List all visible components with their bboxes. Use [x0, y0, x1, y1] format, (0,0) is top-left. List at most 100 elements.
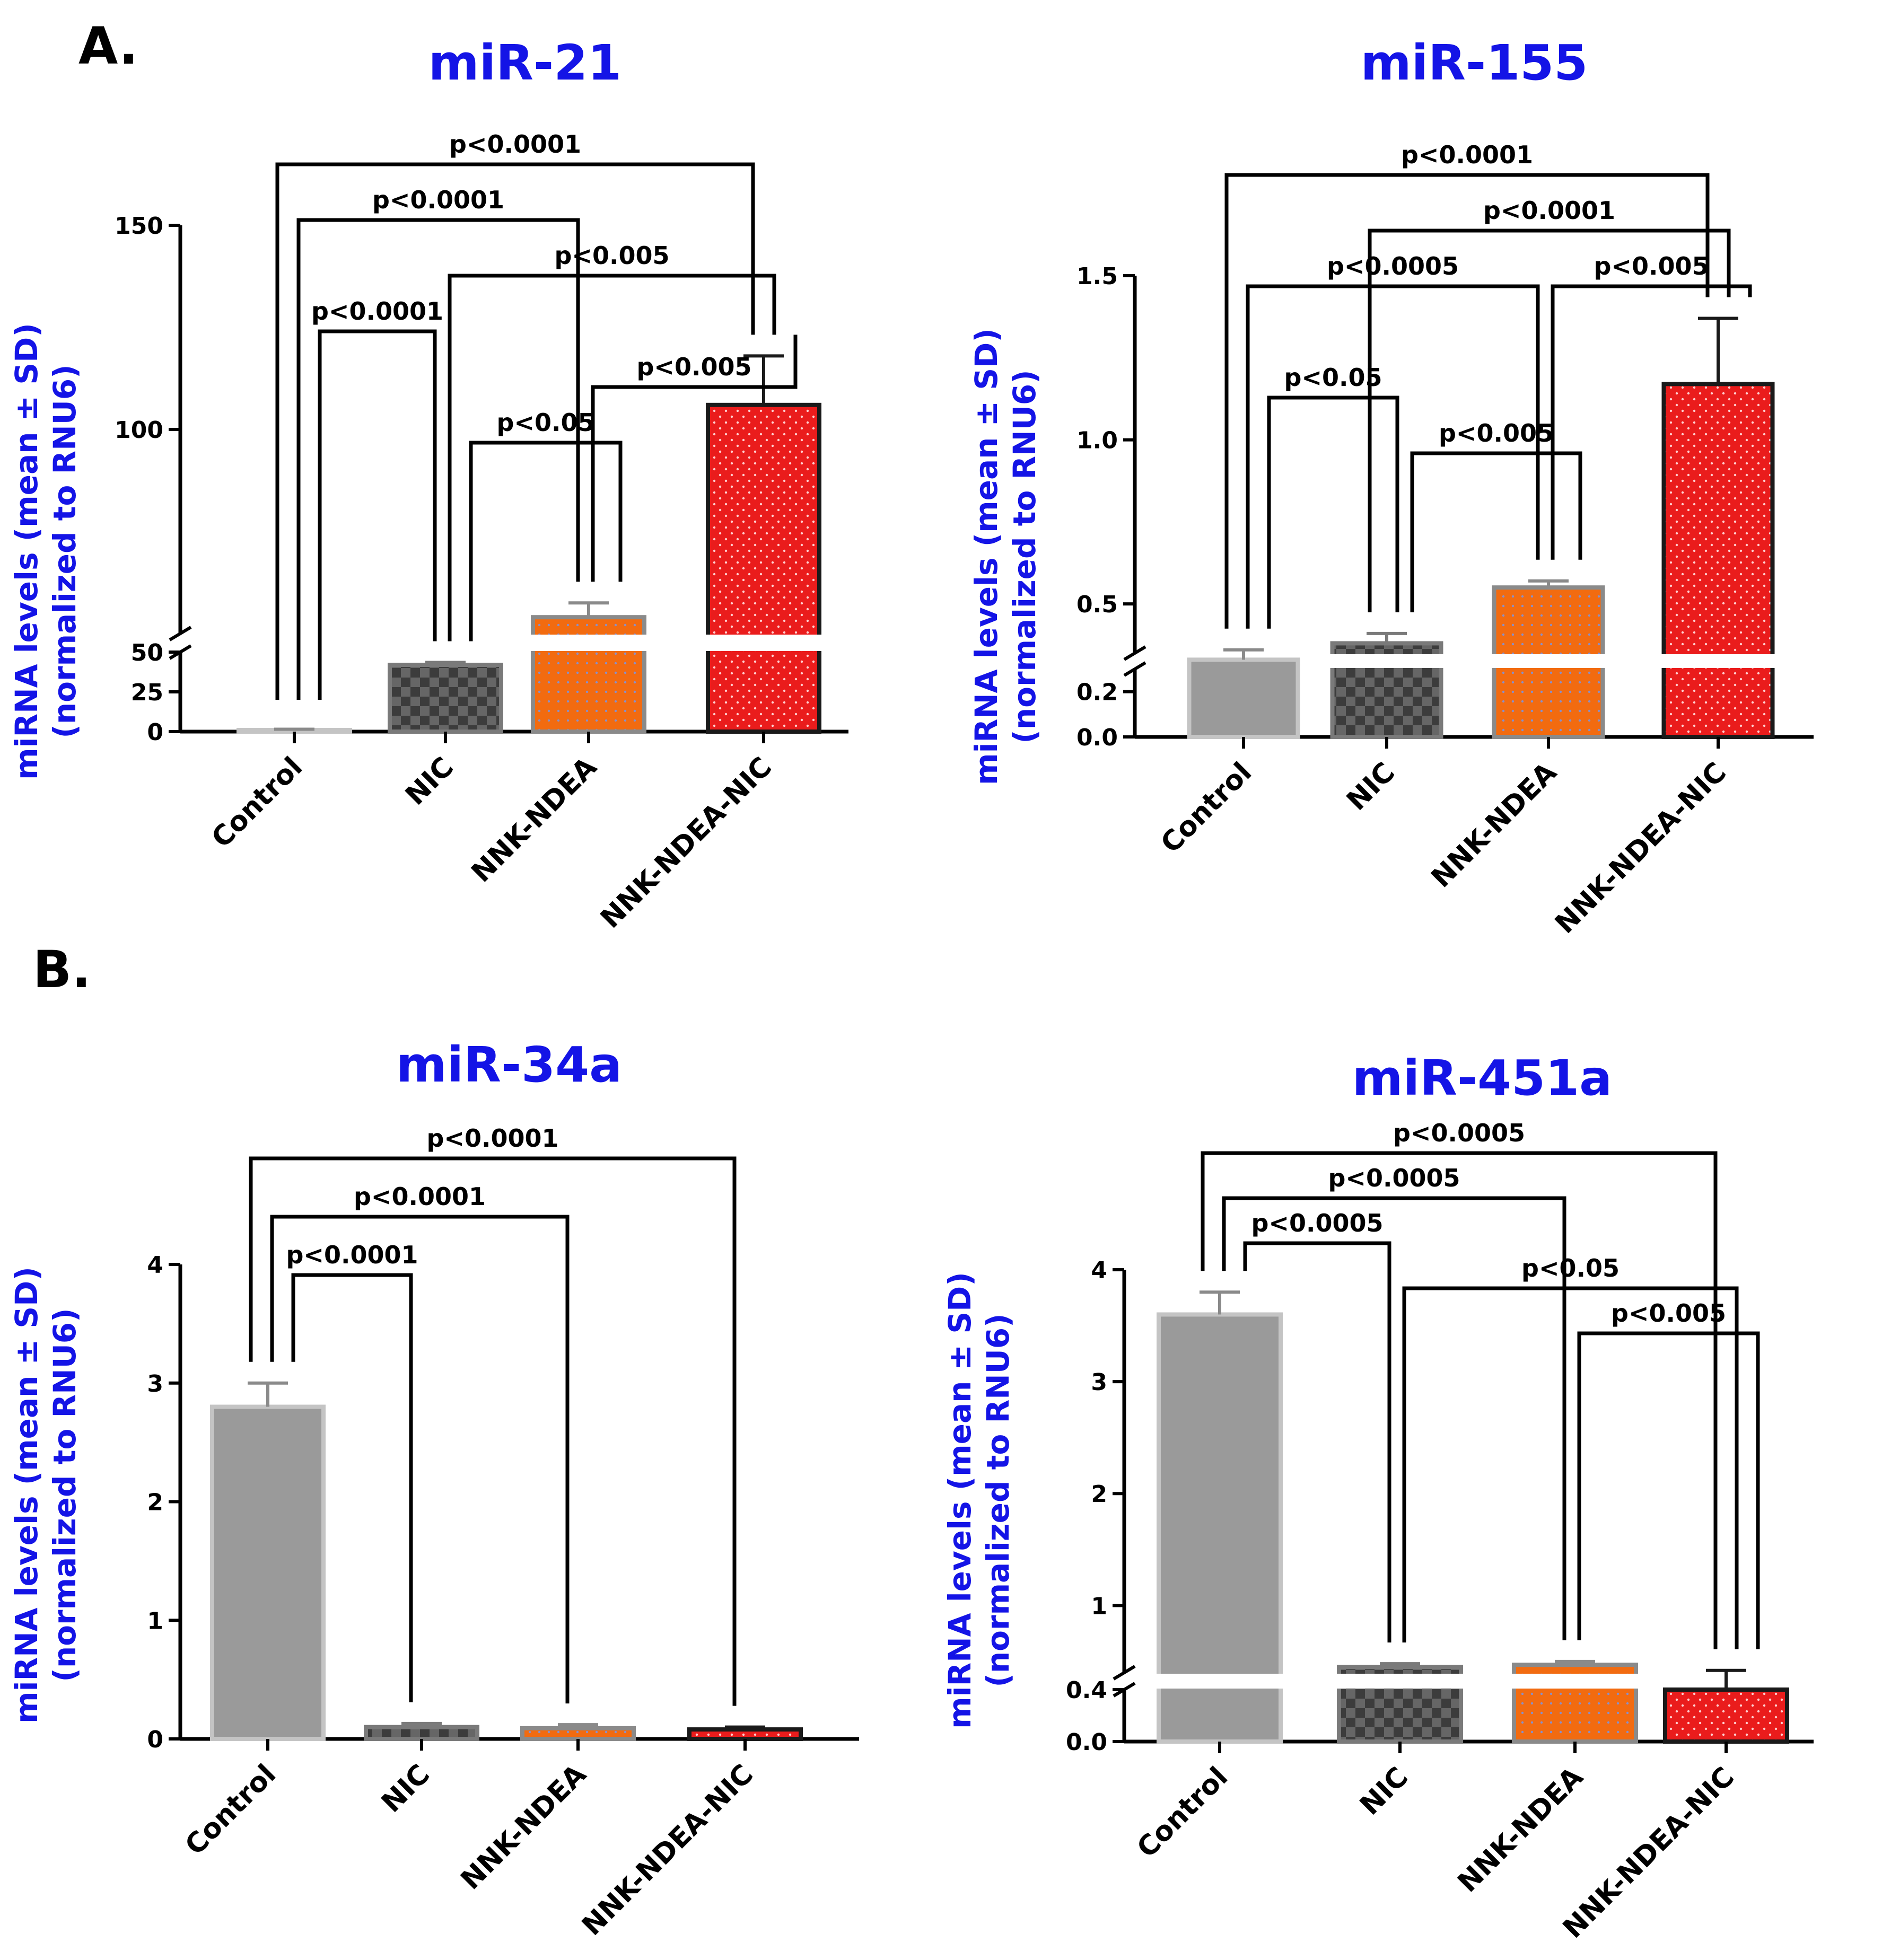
- y-tick-label: 1: [147, 1607, 163, 1634]
- bar-nnk-ndea-nic: [687, 1727, 803, 1742]
- y-tick-label: 150: [115, 213, 163, 240]
- axis-break-mark: [1123, 645, 1146, 661]
- y-tick-label: 0.0: [1066, 1729, 1107, 1756]
- bar-nic: [364, 1725, 479, 1741]
- significance-label: p<0.05: [497, 408, 595, 437]
- y-tick-label: 4: [1091, 1257, 1107, 1284]
- significance-label: p<0.05: [1284, 363, 1382, 392]
- significance-bracket: [1368, 228, 1731, 612]
- axis-break-mark: [169, 626, 192, 641]
- x-tick-label-nnk-ndea-nic: NNK-NDEA-NIC: [1549, 757, 1732, 940]
- y-axis-label-line1: miRNA levels (mean ± SD): [968, 328, 1004, 785]
- y-axis-label: miRNA levels (mean ± SD)(normalized to R…: [8, 1267, 83, 1724]
- significance-bracket: [1224, 173, 1710, 629]
- significance-label: p<0.0001: [1483, 196, 1615, 225]
- significance-label: p<0.0001: [449, 130, 581, 159]
- significance-label: p<0.005: [637, 353, 752, 381]
- bar-break-gap: [1511, 1674, 1639, 1689]
- bar-break-gap: [705, 635, 822, 651]
- bar-nic: [388, 663, 503, 734]
- significance-bracket: [469, 441, 623, 641]
- x-tick-label-nic: NIC: [1341, 757, 1401, 817]
- y-tick-label: 2: [147, 1489, 163, 1516]
- x-tick-label-nic: NIC: [1354, 1761, 1414, 1822]
- significance-label: p<0.0005: [1328, 1164, 1460, 1192]
- chart-title: miR-21: [428, 34, 622, 91]
- y-tick-label: 50: [131, 639, 163, 666]
- significance-bracket: [1246, 284, 1540, 629]
- bar-break-gap: [1336, 1674, 1464, 1689]
- chart-title: miR-34a: [396, 1036, 623, 1093]
- bar-break-gap: [1660, 654, 1776, 668]
- significance-label: p<0.0001: [1401, 140, 1533, 169]
- y-tick-label: 3: [1091, 1369, 1107, 1396]
- significance-label: p<0.0005: [1251, 1209, 1384, 1237]
- y-axis-label-line2: (normalized to RNU6): [1006, 370, 1043, 743]
- y-tick-label: 0.0: [1076, 724, 1118, 751]
- y-axis-label: miRNA levels (mean ± SD)(normalized to R…: [8, 323, 83, 780]
- significance-bracket: [275, 162, 755, 700]
- y-tick-label: 1.5: [1076, 263, 1118, 290]
- significance-bracket: [1551, 284, 1752, 560]
- bar-break-gap: [1491, 654, 1606, 668]
- significance-bracket: [1201, 1151, 1718, 1649]
- y-tick-label: 0.4: [1066, 1677, 1107, 1704]
- bar-nnk-ndea-nic: [1663, 1687, 1789, 1744]
- chart-mir-451a: miR-451a miRNA levels (mean ± SD)(normali…: [942, 1050, 1814, 1945]
- y-axis-label-line2: (normalized to RNU6): [980, 1313, 1016, 1687]
- panel-label-a: A.: [78, 16, 138, 76]
- significance-label: p<0.0001: [427, 1124, 559, 1153]
- significance-bracket: [291, 1273, 413, 1702]
- y-axis-label-line1: miRNA levels (mean ± SD): [8, 323, 45, 780]
- x-tick-label-nnk-ndea: NNK-NDEA: [1425, 757, 1563, 894]
- axis-break-mark: [1123, 661, 1146, 677]
- y-axis-label-line2: (normalized to RNU6): [47, 364, 83, 738]
- y-axis-label: miRNA levels (mean ± SD)(normalized to R…: [968, 328, 1043, 785]
- y-tick-label: 2: [1091, 1481, 1107, 1508]
- x-tick-label-control: Control: [179, 1759, 282, 1861]
- chart-mir-155: miR-155 miRNA levels (mean ± SD)(normaliz…: [968, 34, 1814, 940]
- significance-label: p<0.0005: [1327, 252, 1459, 280]
- significance-label: p<0.05: [1521, 1254, 1620, 1282]
- y-tick-label: 100: [115, 417, 163, 444]
- x-tick-label-control: Control: [1131, 1761, 1234, 1864]
- y-tick-label: 0.2: [1076, 679, 1118, 706]
- chart-mir-21: miR-21 miRNA levels (mean ± SD)(normalize…: [8, 34, 848, 935]
- y-tick-label: 1: [1091, 1593, 1107, 1620]
- y-tick-label: 0.5: [1076, 591, 1118, 618]
- y-axis-label-line1: miRNA levels (mean ± SD): [8, 1267, 45, 1724]
- y-tick-label: 4: [147, 1252, 163, 1279]
- y-tick-label: 50: [131, 639, 163, 666]
- x-tick-label-control: Control: [1155, 757, 1258, 859]
- significance-bracket: [1577, 1331, 1760, 1649]
- significance-bracket: [1267, 395, 1399, 629]
- significance-bracket: [1410, 451, 1582, 612]
- significance-bracket: [1222, 1196, 1566, 1640]
- x-tick-label-control: Control: [206, 751, 309, 854]
- bar-nnk-ndea: [520, 1726, 636, 1742]
- chart-mir-34a: miR-34a miRNA levels (mean ± SD)(normaliz…: [8, 1036, 859, 1942]
- bar-control: [1187, 657, 1300, 739]
- significance-label: p<0.005: [555, 241, 670, 270]
- bar-break-gap: [530, 635, 647, 651]
- significance-bracket: [591, 335, 798, 582]
- bar-nnk-ndea-nic: [1661, 382, 1775, 739]
- panel-label-b: B.: [33, 940, 91, 999]
- significance-bracket: [1243, 1241, 1391, 1643]
- x-tick-label-nnk-ndea: NNK-NDEA: [1452, 1761, 1589, 1899]
- significance-label: p<0.005: [1594, 252, 1709, 280]
- y-tick-label: 0: [147, 1726, 163, 1753]
- significance-label: p<0.0001: [372, 186, 504, 214]
- significance-bracket: [270, 1215, 570, 1704]
- significance-label: p<0.0001: [311, 297, 443, 326]
- chart-title: miR-451a: [1352, 1050, 1613, 1106]
- significance-bracket: [296, 218, 580, 700]
- x-tick-label-nnk-ndea: NNK-NDEA: [455, 1759, 592, 1896]
- significance-label: p<0.0005: [1393, 1119, 1525, 1147]
- significance-bracket: [249, 1156, 737, 1706]
- x-tick-label-nnk-ndea-nic: NNK-NDEA-NIC: [1557, 1761, 1740, 1945]
- bar-nnk-ndea: [531, 615, 646, 734]
- x-tick-label-nnk-ndea: NNK-NDEA: [466, 751, 603, 889]
- significance-bracket: [448, 274, 776, 641]
